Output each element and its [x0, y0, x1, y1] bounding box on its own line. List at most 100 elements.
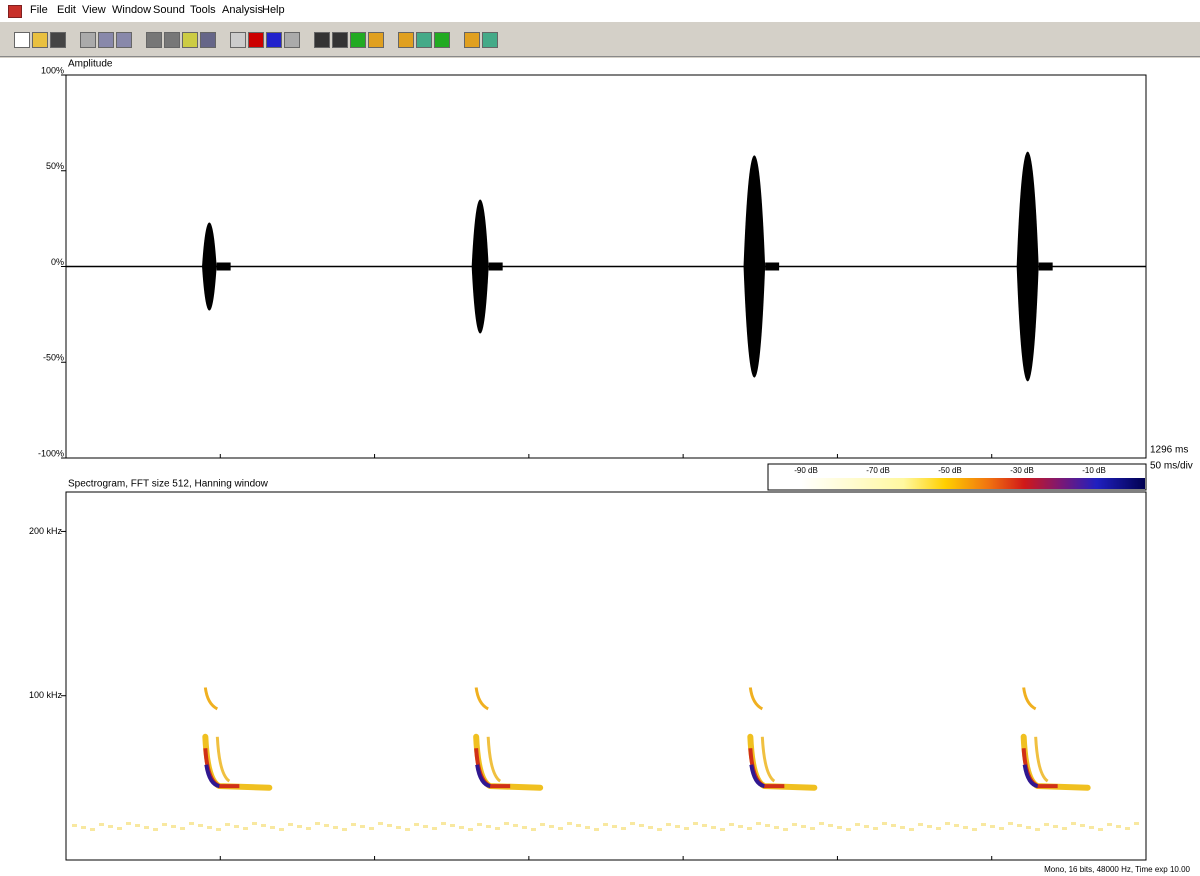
noise	[495, 827, 500, 830]
noise	[1008, 822, 1013, 825]
toolbar-button[interactable]	[482, 32, 498, 48]
noise	[450, 824, 455, 827]
app-window: {"menu": ["File", "Edit", "View", "Windo…	[0, 0, 1200, 876]
noise	[333, 826, 338, 829]
pulse-tail	[489, 263, 503, 271]
noise	[207, 826, 212, 829]
noise	[711, 826, 716, 829]
noise	[99, 823, 104, 826]
noise	[387, 824, 392, 827]
menu-item[interactable]: Tools	[190, 4, 216, 16]
toolbar-button[interactable]	[200, 32, 216, 48]
toolbar-button[interactable]	[248, 32, 264, 48]
noise	[324, 824, 329, 827]
toolbar-button[interactable]	[14, 32, 30, 48]
noise	[1125, 827, 1130, 830]
noise	[171, 825, 176, 828]
noise	[423, 825, 428, 828]
toolbar-button[interactable]	[266, 32, 282, 48]
toolbar-button[interactable]	[284, 32, 300, 48]
y-tick-label: 100 kHz	[29, 690, 63, 700]
noise	[1053, 825, 1058, 828]
noise	[360, 825, 365, 828]
noise	[126, 822, 131, 825]
noise	[378, 822, 383, 825]
noise	[81, 826, 86, 829]
noise	[990, 825, 995, 828]
noise	[639, 824, 644, 827]
noise	[396, 826, 401, 829]
noise	[648, 826, 653, 829]
noise	[594, 828, 599, 831]
noise	[810, 827, 815, 830]
noise	[432, 827, 437, 830]
noise	[630, 822, 635, 825]
noise	[999, 827, 1004, 830]
toolbar	[0, 24, 1200, 57]
toolbar-button[interactable]	[98, 32, 114, 48]
noise	[846, 828, 851, 831]
menu-item[interactable]: Help	[262, 4, 285, 16]
noise	[72, 824, 77, 827]
toolbar-button[interactable]	[416, 32, 432, 48]
menu-item[interactable]: Analysis	[222, 4, 263, 16]
toolbar-button[interactable]	[368, 32, 384, 48]
toolbar-button[interactable]	[332, 32, 348, 48]
noise	[909, 828, 914, 831]
noise	[243, 827, 248, 830]
noise	[720, 828, 725, 831]
y-tick-label: 200 kHz	[29, 526, 63, 536]
toolbar-button[interactable]	[434, 32, 450, 48]
noise	[540, 823, 545, 826]
menu-bar: File Edit View WindowSound Tools AnalysisHelp	[0, 0, 1200, 22]
noise	[666, 823, 671, 826]
noise	[135, 824, 140, 827]
noise	[918, 823, 923, 826]
toolbar-button[interactable]	[350, 32, 366, 48]
noise	[531, 828, 536, 831]
document-area: Amplitude Spectrogram, FFT size 512, Han…	[0, 58, 1200, 876]
noise	[981, 823, 986, 826]
noise	[369, 827, 374, 830]
toolbar-button[interactable]	[164, 32, 180, 48]
pulse-tail	[217, 263, 231, 271]
noise	[414, 823, 419, 826]
noise	[756, 822, 761, 825]
noise	[504, 822, 509, 825]
menu-item[interactable]: View	[82, 4, 106, 16]
noise	[477, 823, 482, 826]
toolbar-button[interactable]	[398, 32, 414, 48]
y-tick-label: 100%	[41, 65, 64, 75]
toolbar-button[interactable]	[116, 32, 132, 48]
noise	[738, 825, 743, 828]
noise	[954, 824, 959, 827]
toolbar-button[interactable]	[230, 32, 246, 48]
menu-item[interactable]: Window	[112, 4, 151, 16]
noise	[513, 824, 518, 827]
menu-item[interactable]: Edit	[57, 4, 76, 16]
noise	[1089, 826, 1094, 829]
toolbar-button[interactable]	[50, 32, 66, 48]
noise	[1035, 828, 1040, 831]
menu-item[interactable]: File	[30, 4, 48, 16]
noise	[792, 823, 797, 826]
noise	[837, 826, 842, 829]
noise	[261, 824, 266, 827]
noise	[603, 823, 608, 826]
toolbar-button[interactable]	[146, 32, 162, 48]
toolbar-button[interactable]	[182, 32, 198, 48]
toolbar-button[interactable]	[80, 32, 96, 48]
toolbar-button[interactable]	[32, 32, 48, 48]
noise	[1017, 824, 1022, 827]
time-scale: 50 ms/div	[1150, 461, 1193, 472]
noise	[315, 822, 320, 825]
menu-item[interactable]: Sound	[153, 4, 185, 16]
noise	[306, 827, 311, 830]
noise	[108, 825, 113, 828]
noise	[576, 824, 581, 827]
noise	[297, 825, 302, 828]
noise	[288, 823, 293, 826]
toolbar-button[interactable]	[314, 32, 330, 48]
toolbar-button[interactable]	[464, 32, 480, 48]
noise	[225, 823, 230, 826]
